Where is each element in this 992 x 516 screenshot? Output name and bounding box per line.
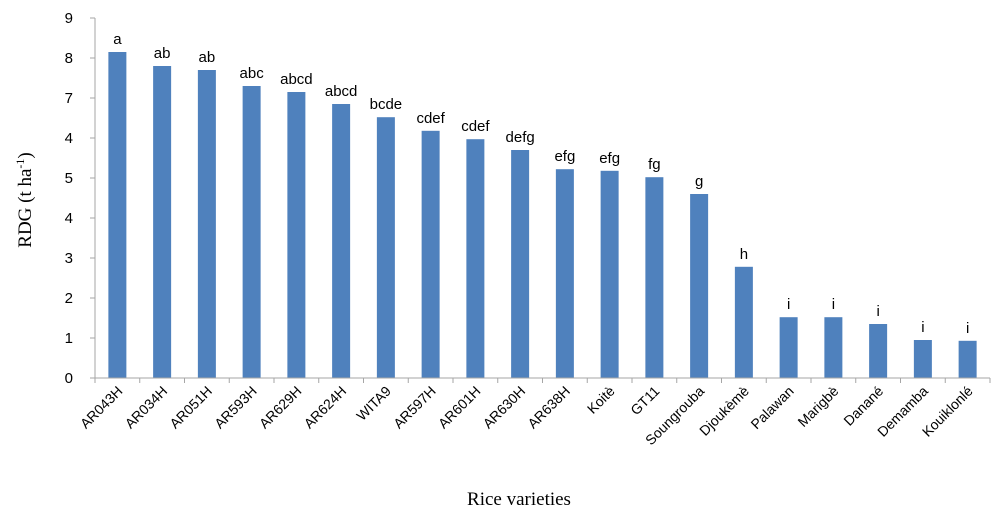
data-label: i: [876, 303, 879, 320]
data-label: defg: [506, 129, 535, 146]
bar: [780, 317, 798, 378]
bar: [287, 92, 305, 378]
x-axis: [95, 378, 990, 383]
bar: [556, 169, 574, 378]
x-tick-label: AR601H: [435, 383, 484, 432]
y-tick-label: 4: [65, 130, 73, 147]
y-tick-label: 8: [65, 50, 73, 67]
bar: [422, 131, 440, 378]
y-tick-label: 5: [65, 170, 73, 187]
bar: [824, 317, 842, 378]
bar: [511, 150, 529, 378]
y-axis-title-close: ): [15, 152, 36, 158]
bar: [377, 117, 395, 378]
data-label: fg: [648, 156, 661, 173]
y-axis-title: RDG (t ha-1): [13, 152, 36, 247]
bar: [690, 194, 708, 378]
x-tick-label: Marigbè: [794, 383, 841, 430]
bar: [735, 267, 753, 378]
y-axis: [90, 18, 95, 378]
bar: [466, 139, 484, 378]
data-label: ab: [154, 45, 171, 62]
bar: [601, 171, 619, 378]
data-label: h: [740, 246, 748, 263]
data-label: i: [832, 296, 835, 313]
bar: [153, 66, 171, 378]
x-tick-label: AR630H: [480, 383, 529, 432]
y-tick-label: 7: [65, 90, 73, 107]
y-axis-title-superscript: -1: [13, 159, 27, 169]
bar: [914, 340, 932, 378]
x-tick-label: Palawan: [747, 383, 796, 432]
data-label: cdef: [416, 110, 445, 127]
y-tick-label: 3: [65, 250, 73, 267]
x-tick-label: WITA9: [353, 383, 394, 424]
y-tick-label: 1: [65, 330, 73, 347]
data-label: g: [695, 173, 703, 190]
y-tick-label: 9: [65, 10, 73, 27]
data-label: i: [966, 320, 969, 337]
data-label: ab: [199, 49, 216, 66]
y-tick-label: 4: [65, 210, 73, 227]
y-axis-title-main: RDG (t ha: [15, 168, 36, 248]
bar: [869, 324, 887, 378]
data-label: a: [113, 31, 122, 48]
data-label: abcd: [280, 71, 313, 88]
x-tick-label: GT11: [627, 383, 662, 418]
data-label: abcd: [325, 83, 358, 100]
y-tick-labels: 0 1 2 3 4 5 4 7 8 9: [65, 10, 73, 387]
data-label: abc: [240, 65, 265, 82]
data-label: i: [921, 319, 924, 336]
bar: [243, 86, 261, 378]
x-tick-label: Koitè: [584, 383, 618, 417]
x-tick-label: AR629H: [256, 383, 305, 432]
data-label: i: [787, 296, 790, 313]
bars-group: [108, 52, 976, 378]
data-label: efg: [599, 150, 620, 167]
bar: [198, 70, 216, 378]
y-tick-label: 0: [65, 370, 73, 387]
y-tick-label: 2: [65, 290, 73, 307]
x-tick-label: AR051H: [166, 383, 215, 432]
bar: [645, 177, 663, 378]
bar: [959, 341, 977, 378]
data-label: efg: [554, 148, 575, 165]
x-axis-title: Rice varieties: [467, 489, 571, 510]
x-tick-label: Djoukèmè: [696, 383, 752, 439]
x-tick-label: AR593H: [211, 383, 260, 432]
x-tick-label: AR034H: [122, 383, 171, 432]
bar: [332, 104, 350, 378]
x-tick-label: AR597H: [390, 383, 439, 432]
data-label: cdef: [461, 118, 490, 135]
x-tick-label: AR043H: [77, 383, 126, 432]
x-tick-label: AR638H: [524, 383, 573, 432]
bar: [108, 52, 126, 378]
data-label: bcde: [370, 96, 403, 113]
x-tick-label: AR624H: [301, 383, 350, 432]
